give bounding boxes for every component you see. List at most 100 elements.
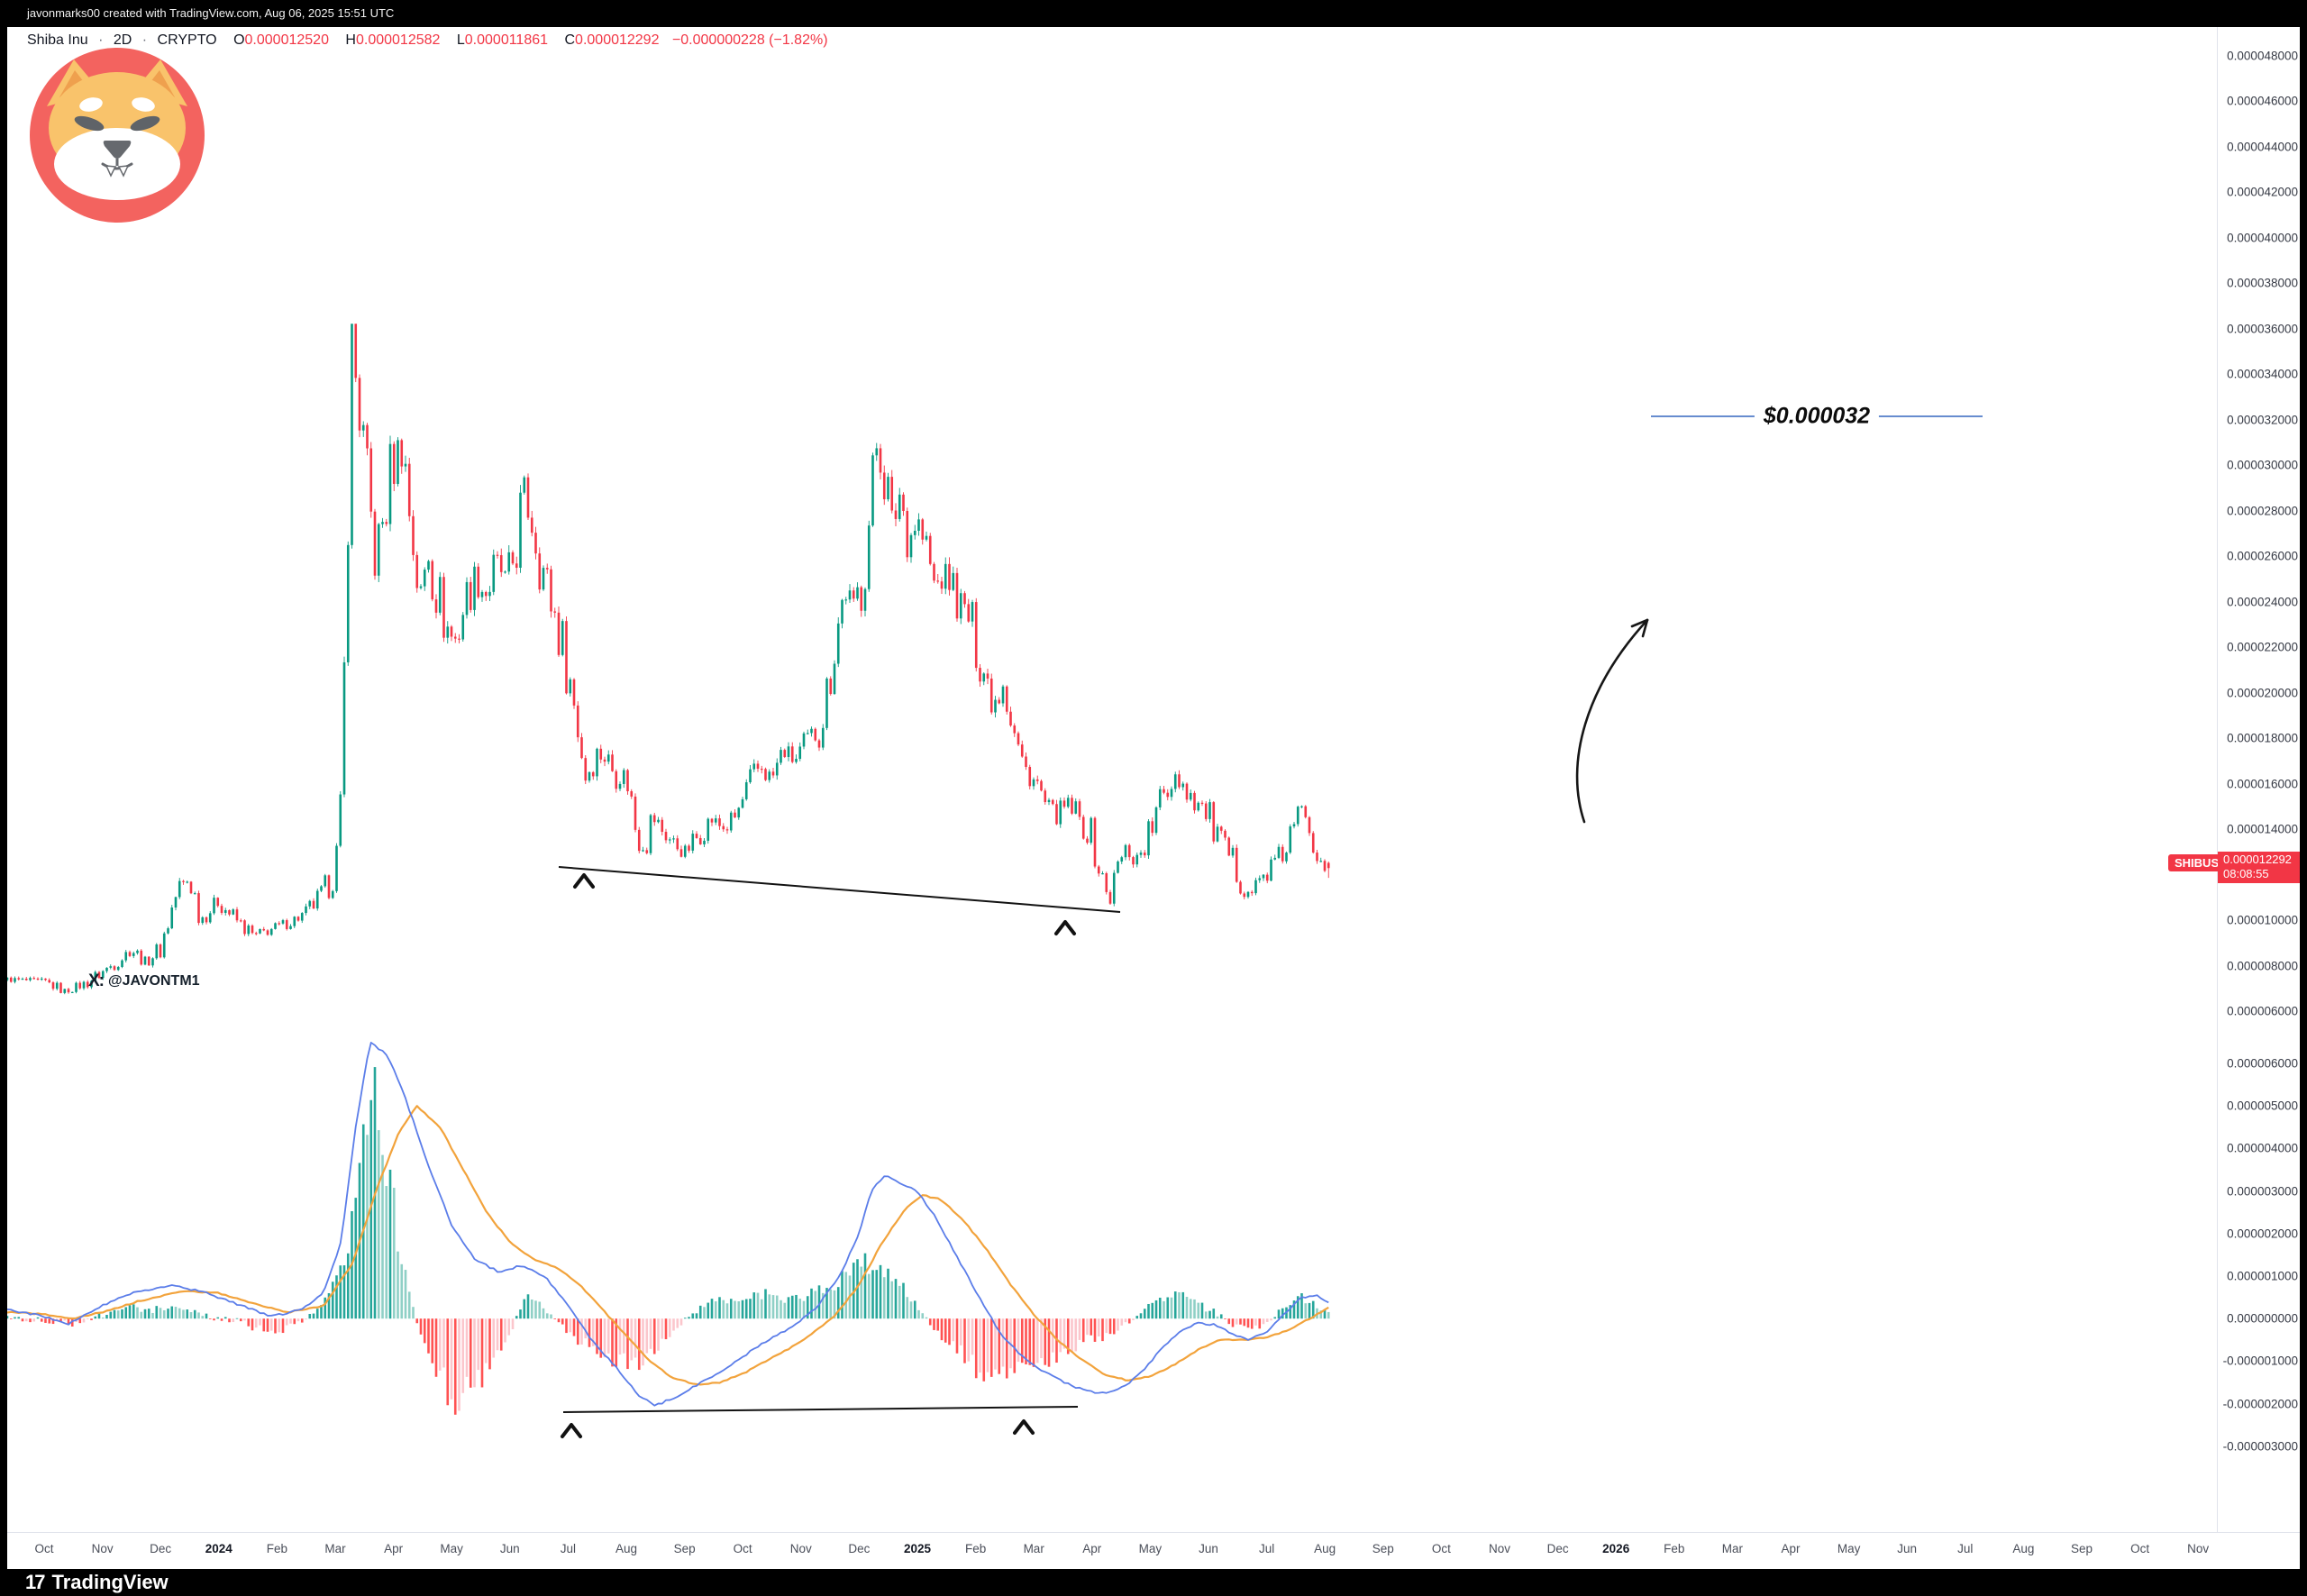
open-value: 0.000012520	[244, 32, 329, 48]
time-axis-label: Sep	[2070, 1542, 2093, 1555]
time-axis-label: Apr	[1781, 1542, 1801, 1555]
price-axis-label: 0.000014000	[2227, 822, 2298, 836]
time-axis-label: Apr	[1082, 1542, 1102, 1555]
footer-bar: 17 TradingView	[0, 1569, 2307, 1596]
time-axis-label: Apr	[384, 1542, 404, 1555]
macd-histogram	[7, 1067, 1330, 1415]
attribution-bar: javonmarks00 created with TradingView.co…	[0, 0, 2307, 27]
time-axis-label: Jun	[1199, 1542, 1218, 1555]
change-value: −0.000000228 (−1.82%)	[671, 32, 828, 48]
time-axis-label: Aug	[1314, 1542, 1336, 1555]
time-axis-label: Dec	[1546, 1542, 1569, 1555]
x-twitter-icon: X:	[88, 971, 105, 990]
time-axis-label: Dec	[848, 1542, 871, 1555]
time-axis-label: Feb	[1664, 1542, 1685, 1555]
price-axis-label: 0.000006000	[2227, 1056, 2298, 1071]
price-axis-label: 0.000030000	[2227, 458, 2298, 472]
price-axis-label: -0.000002000	[2222, 1397, 2298, 1411]
price-axis-label: 0.000034000	[2227, 367, 2298, 381]
last-price-value: 0.000012292	[2223, 853, 2292, 866]
exchange-label[interactable]: CRYPTO	[157, 32, 217, 48]
time-axis-label: Jun	[1897, 1542, 1918, 1555]
price-axis-label: 0.000020000	[2227, 686, 2298, 700]
price-axis-label: 0.000040000	[2227, 231, 2298, 245]
time-axis-label: Mar	[324, 1542, 346, 1555]
time-axis-label: Nov	[91, 1542, 114, 1555]
time-axis-label: Sep	[1372, 1542, 1394, 1555]
bar-countdown: 08:08:55	[2223, 867, 2269, 880]
price-axis-label: 0.000010000	[2227, 913, 2298, 927]
time-axis-label: Aug	[615, 1542, 638, 1555]
interval-label[interactable]: 2D	[113, 32, 132, 48]
time-axis-separator[interactable]	[7, 1532, 2300, 1533]
author-watermark: X: @JAVONTM1	[88, 971, 200, 991]
time-axis-label: Oct	[733, 1542, 752, 1555]
price-level-label[interactable]: $0.000032	[1754, 403, 1880, 430]
time-axis-label: 2024	[205, 1542, 233, 1555]
time-axis-label: Jun	[499, 1542, 520, 1555]
attribution-text: javonmarks00 created with TradingView.co…	[27, 6, 395, 20]
time-axis-label: 2025	[903, 1542, 932, 1555]
price-axis-label: 0.000038000	[2227, 276, 2298, 290]
low-value: 0.000011861	[464, 32, 549, 48]
price-axis-label: -0.000003000	[2222, 1439, 2298, 1454]
time-axis-label: Aug	[2012, 1542, 2035, 1555]
time-axis-label: Mar	[1023, 1542, 1044, 1555]
time-axis-label: Nov	[2187, 1542, 2210, 1555]
price-axis-label: 0.000003000	[2227, 1184, 2298, 1199]
low-label: L	[456, 32, 465, 48]
time-axis-label: Feb	[964, 1542, 987, 1555]
symbol-title[interactable]: Shiba Inu	[27, 32, 88, 48]
price-axis-label: 0.000018000	[2227, 731, 2298, 745]
legend-separator: ·	[141, 32, 148, 48]
time-axis-label: 2026	[1602, 1542, 1630, 1555]
price-axis-label: 0.000032000	[2227, 413, 2298, 427]
price-axis-label: 0.000000000	[2227, 1311, 2298, 1326]
drawing-annotations[interactable]	[558, 415, 1983, 1438]
time-axis-label: Oct	[34, 1542, 54, 1555]
high-value: 0.000012582	[355, 32, 441, 48]
price-axis-label: 0.000044000	[2227, 140, 2298, 154]
time-axis-label: May	[1837, 1542, 1861, 1555]
time-axis-label: Nov	[1488, 1542, 1511, 1555]
last-price-tag: 0.000012292 08:08:55	[2218, 852, 2300, 883]
symbol-tag: SHIBUSD	[2168, 854, 2234, 871]
time-axis-label: Jul	[1258, 1542, 1275, 1555]
macd-lines	[7, 1042, 1329, 1407]
time-axis-label: Sep	[673, 1542, 696, 1555]
price-axis-label: 0.000046000	[2227, 94, 2298, 108]
price-axis-label: 0.000005000	[2227, 1099, 2298, 1113]
price-axis-separator[interactable]	[2217, 27, 2218, 1533]
time-axis-label: May	[1138, 1542, 1163, 1555]
price-axis-label: 0.000001000	[2227, 1269, 2298, 1283]
price-axis-label: 0.000028000	[2227, 504, 2298, 518]
close-value: 0.000012292	[575, 32, 660, 48]
legend-separator: ·	[98, 32, 104, 48]
price-axis-label: 0.000016000	[2227, 777, 2298, 791]
time-axis-label: Nov	[789, 1542, 812, 1555]
price-axis-label: 0.000042000	[2227, 185, 2298, 199]
price-axis-label: 0.000036000	[2227, 322, 2298, 336]
author-handle: @JAVONTM1	[108, 973, 200, 989]
time-axis-label: Jul	[1957, 1542, 1974, 1555]
time-axis-label: Jul	[560, 1542, 577, 1555]
candlestick-series	[7, 324, 1330, 995]
price-axis-label: 0.000002000	[2227, 1227, 2298, 1241]
price-axis-label: 0.000006000	[2227, 1004, 2298, 1018]
tradingview-logo-icon[interactable]: 17	[25, 1571, 46, 1593]
price-axis-label: 0.000008000	[2227, 959, 2298, 973]
time-axis-label: May	[440, 1542, 463, 1555]
price-axis-label: 0.000026000	[2227, 549, 2298, 563]
price-axis-label: 0.000048000	[2227, 49, 2298, 63]
price-axis-label: 0.000022000	[2227, 640, 2298, 654]
price-axis-label: 0.000004000	[2227, 1141, 2298, 1155]
price-axis-label: -0.000001000	[2222, 1354, 2298, 1368]
symbol-legend[interactable]: Shiba Inu · 2D · CRYPTO O0.000012520 H0.…	[27, 32, 828, 49]
time-axis-label: Oct	[2130, 1542, 2150, 1555]
close-label: C	[564, 32, 576, 48]
time-axis-label: Dec	[150, 1542, 172, 1555]
tradingview-brand[interactable]: TradingView	[51, 1571, 169, 1593]
time-axis-label: Oct	[1431, 1542, 1451, 1555]
